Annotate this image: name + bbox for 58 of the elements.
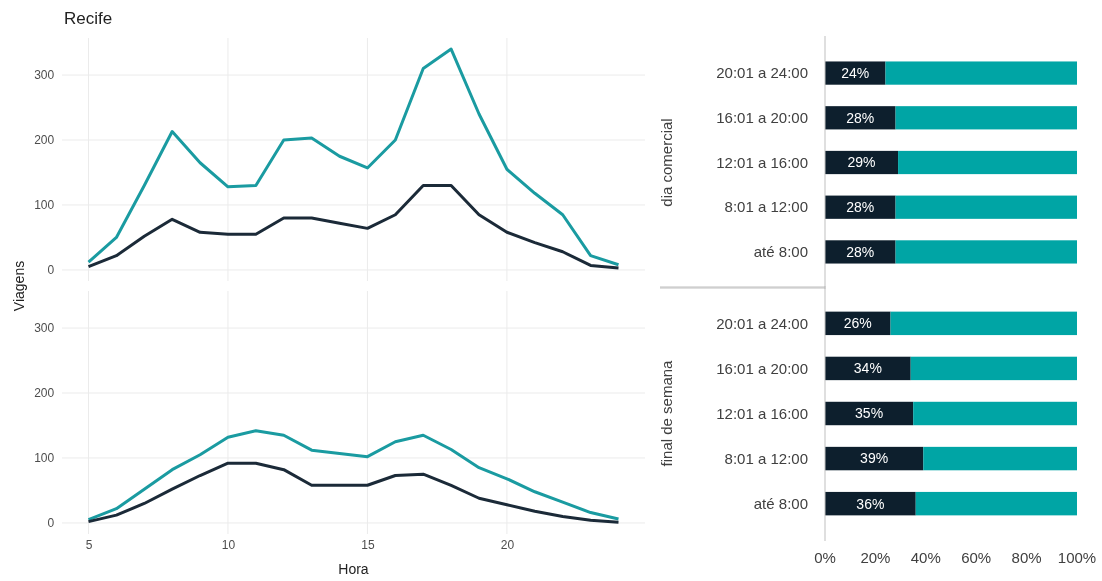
y-tick-label: até 8:00	[753, 243, 808, 261]
bar	[895, 106, 1077, 130]
y-tick-label: 20:01 a 24:00	[716, 314, 808, 332]
data-label: 24%	[841, 64, 870, 81]
x-tick-label: 40%	[910, 549, 941, 566]
line-series	[87, 429, 620, 522]
x-tick-label: 5	[85, 538, 93, 552]
x-tick-label: 20%	[860, 549, 891, 566]
y-tick-label: 16:01 a 20:00	[716, 359, 808, 377]
x-tick-label: 100%	[1057, 549, 1097, 566]
y-axis-title: final de semana	[658, 359, 675, 467]
data-label: 28%	[846, 243, 875, 260]
bar	[825, 240, 896, 264]
data-label: 28%	[846, 199, 875, 216]
data-label: 36%	[856, 495, 885, 512]
bar	[910, 356, 1077, 381]
data-label: 35%	[855, 405, 884, 422]
y-tick-label: 100	[34, 198, 55, 213]
data-label: 34%	[853, 360, 882, 377]
x-tick-label: 80%	[1011, 549, 1042, 566]
y-tick-label: 100	[34, 451, 55, 466]
x-tick-label: 20	[500, 538, 515, 552]
y-tick-label: 20:01 a 24:00	[716, 64, 808, 82]
y-tick-label: 300	[34, 321, 55, 336]
y-tick-label: 12:01 a 16:00	[716, 153, 808, 171]
x-tick-label: 60%	[961, 549, 992, 566]
y-tick-label: 300	[34, 68, 55, 83]
data-label: 29%	[847, 154, 876, 171]
y-tick-label: 0	[47, 263, 55, 278]
bar	[885, 61, 1077, 85]
y-tick-label: 16:01 a 20:00	[716, 109, 808, 127]
bar	[895, 195, 1077, 219]
line-series	[87, 461, 620, 524]
y-tick-label: 8:01 a 12:00	[724, 198, 808, 216]
data-label: 39%	[860, 450, 889, 467]
line-series	[87, 183, 620, 270]
x-tick-label: 0%	[814, 549, 836, 566]
line-series	[87, 47, 620, 267]
y-tick-label: até 8:00	[753, 494, 808, 512]
y-axis-title: Viagens	[11, 260, 27, 312]
data-label: 26%	[843, 315, 872, 332]
data-label: 28%	[846, 109, 875, 126]
chart-title: Recife	[64, 9, 113, 28]
y-tick-label: 200	[34, 133, 55, 148]
y-tick-label: 12:01 a 16:00	[716, 404, 808, 422]
bar	[898, 150, 1077, 175]
bar	[915, 491, 1077, 516]
x-tick-label: 10	[221, 538, 236, 552]
bar	[895, 240, 1077, 264]
y-tick-label: 0	[47, 516, 55, 531]
bar	[923, 446, 1077, 471]
x-tick-label: 15	[361, 538, 375, 552]
x-axis-title: Hora	[338, 561, 369, 577]
y-axis-title: dia comercial	[658, 118, 675, 207]
bar	[913, 401, 1077, 426]
y-tick-label: 8:01 a 12:00	[724, 449, 808, 467]
y-tick-label: 200	[34, 386, 55, 401]
bar	[890, 311, 1077, 336]
